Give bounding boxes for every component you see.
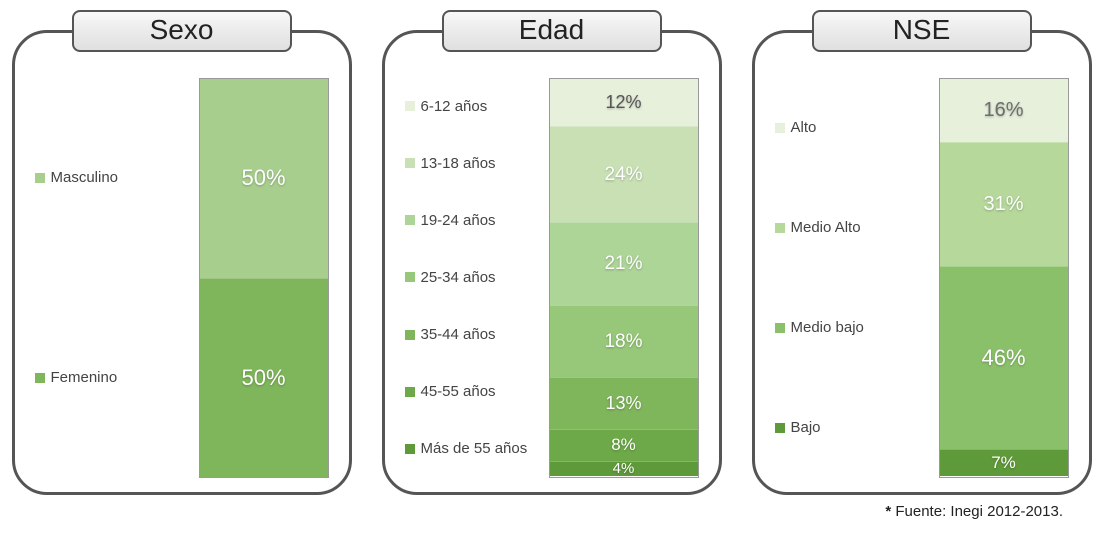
panel-sexo: Sexo Masculino Femenino 50% 50% xyxy=(12,10,352,495)
legend-item: Masculino xyxy=(35,169,145,186)
legend-label: 13-18 años xyxy=(421,155,496,172)
legend-label: 25-34 años xyxy=(421,269,496,286)
footnote-text: Fuente: Inegi 2012-2013. xyxy=(891,503,1063,520)
legend-label: Bajo xyxy=(791,419,821,436)
bar-edad: 12% 24% 21% 18% 13% 8% 4% xyxy=(549,78,699,478)
bar-sexo: 50% 50% xyxy=(199,78,329,478)
legend-item: Alto xyxy=(775,119,895,136)
bar-segment-value: 31% xyxy=(983,193,1023,216)
legend-label: 6-12 años xyxy=(421,98,488,115)
panel-edad: Edad 6-12 años 13-18 años 19-24 años 25-34 … xyxy=(382,10,722,495)
bar-segment-value: 18% xyxy=(604,331,642,353)
legend-item: Medio bajo xyxy=(775,319,895,336)
legend-label: Femenino xyxy=(51,369,118,386)
bar-segment: 18% xyxy=(550,305,698,377)
bar-segment-value: 4% xyxy=(613,460,635,477)
panel-title-sexo: Sexo xyxy=(72,10,292,52)
bar-nse: 16% 31% 46% 7% xyxy=(939,78,1069,478)
legend-label: Masculino xyxy=(51,169,119,186)
legend-swatch xyxy=(405,101,415,111)
bar-segment: 31% xyxy=(940,142,1068,265)
panels-row: Sexo Masculino Femenino 50% 50% Edad 6-12 … xyxy=(10,10,1093,495)
panel-nse: NSE Alto Medio Alto Medio bajo Bajo 16% 31% 4… xyxy=(752,10,1092,495)
legend-label: 45-55 años xyxy=(421,383,496,400)
bar-segment: 50% xyxy=(200,278,328,477)
bar-segment: 4% xyxy=(550,461,698,477)
panel-title-edad: Edad xyxy=(442,10,662,52)
bar-segment-value: 13% xyxy=(605,393,641,414)
bar-segment-value: 16% xyxy=(983,99,1023,122)
panel-title-nse: NSE xyxy=(812,10,1032,52)
source-footnote: * Fuente: Inegi 2012-2013. xyxy=(10,495,1093,520)
legend-swatch xyxy=(405,272,415,282)
legend-swatch xyxy=(405,444,415,454)
legend-sexo: Masculino Femenino xyxy=(35,78,145,478)
legend-swatch xyxy=(775,223,785,233)
legend-item: Más de 55 años xyxy=(405,440,535,457)
legend-item: Medio Alto xyxy=(775,219,895,236)
bar-segment: 21% xyxy=(550,222,698,306)
legend-swatch xyxy=(405,158,415,168)
bar-segment-value: 12% xyxy=(605,92,641,113)
legend-label: Más de 55 años xyxy=(421,440,528,457)
bar-segment: 46% xyxy=(940,266,1068,449)
legend-item: 45-55 años xyxy=(405,383,535,400)
legend-label: Alto xyxy=(791,119,817,136)
legend-item: 25-34 años xyxy=(405,269,535,286)
legend-item: 6-12 años xyxy=(405,98,535,115)
legend-item: 35-44 años xyxy=(405,326,535,343)
legend-swatch xyxy=(405,387,415,397)
bar-segment: 7% xyxy=(940,449,1068,477)
legend-swatch xyxy=(775,123,785,133)
legend-swatch xyxy=(775,323,785,333)
legend-nse: Alto Medio Alto Medio bajo Bajo xyxy=(775,78,895,478)
bar-segment: 24% xyxy=(550,126,698,222)
panel-body-sexo: Masculino Femenino 50% 50% xyxy=(12,30,352,495)
legend-label: 35-44 años xyxy=(421,326,496,343)
legend-label: Medio bajo xyxy=(791,319,864,336)
bar-segment-value: 50% xyxy=(241,165,285,191)
legend-item: Femenino xyxy=(35,369,145,386)
legend-edad: 6-12 años 13-18 años 19-24 años 25-34 años 3… xyxy=(405,78,535,478)
legend-swatch xyxy=(775,423,785,433)
legend-swatch xyxy=(35,173,45,183)
legend-label: Medio Alto xyxy=(791,219,861,236)
bar-segment: 16% xyxy=(940,79,1068,143)
legend-item: 19-24 años xyxy=(405,212,535,229)
bar-segment: 50% xyxy=(200,79,328,278)
bar-segment-value: 50% xyxy=(241,365,285,391)
bar-segment-value: 7% xyxy=(991,453,1016,473)
legend-swatch xyxy=(35,373,45,383)
bar-segment: 13% xyxy=(550,377,698,429)
bar-segment-value: 46% xyxy=(981,345,1025,371)
legend-label: 19-24 años xyxy=(421,212,496,229)
bar-segment: 8% xyxy=(550,429,698,461)
bar-segment-value: 24% xyxy=(604,164,642,186)
panel-body-edad: 6-12 años 13-18 años 19-24 años 25-34 años 3… xyxy=(382,30,722,495)
bar-segment-value: 8% xyxy=(611,435,636,455)
bar-segment-value: 21% xyxy=(604,253,642,275)
legend-item: 13-18 años xyxy=(405,155,535,172)
panel-body-nse: Alto Medio Alto Medio bajo Bajo 16% 31% 46% 7% xyxy=(752,30,1092,495)
legend-swatch xyxy=(405,215,415,225)
legend-swatch xyxy=(405,330,415,340)
legend-item: Bajo xyxy=(775,419,895,436)
bar-segment: 12% xyxy=(550,79,698,127)
